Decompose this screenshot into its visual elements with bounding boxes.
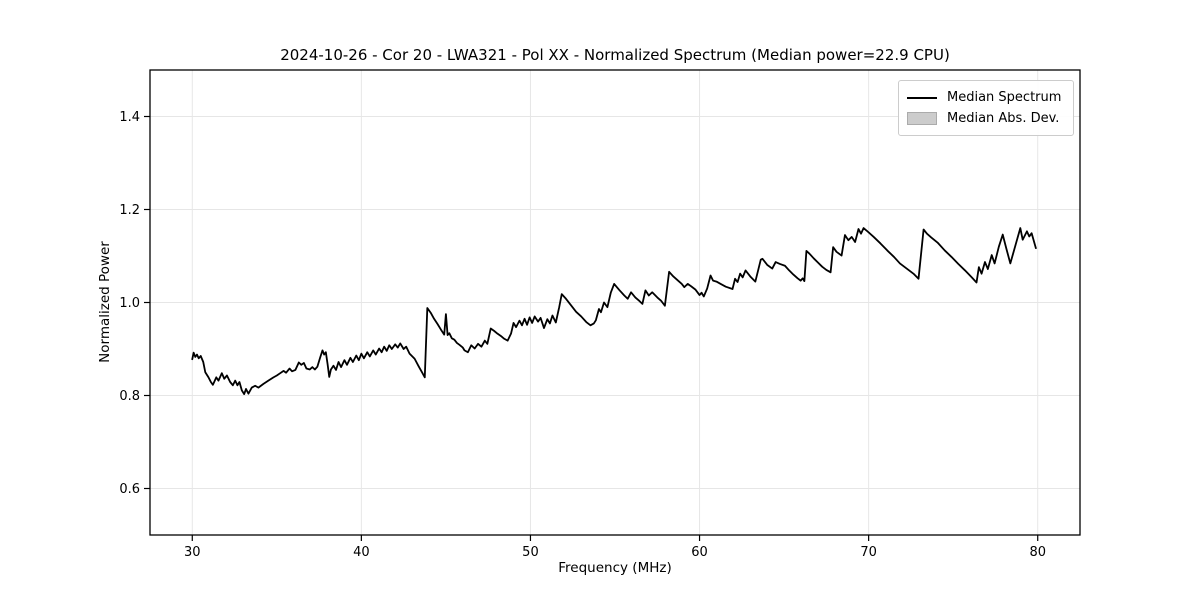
chart-title: 2024-10-26 - Cor 20 - LWA321 - Pol XX - … — [280, 46, 950, 64]
median-spectrum-line-swatch — [907, 96, 937, 99]
data-layer — [191, 227, 1037, 396]
y-tick-label: 0.6 — [119, 482, 140, 497]
median-spectrum-line — [191, 227, 1037, 396]
legend: Median Spectrum Median Abs. Dev. — [898, 80, 1074, 136]
x-tick-label: 40 — [353, 545, 370, 560]
legend-label-median-spectrum: Median Spectrum — [947, 90, 1062, 105]
x-tick-label: 30 — [184, 545, 201, 560]
y-tick-label: 1.0 — [119, 296, 140, 311]
y-axis-label: Normalized Power — [97, 241, 113, 363]
y-tick-label: 1.2 — [119, 203, 140, 218]
legend-item-median-spectrum: Median Spectrum — [907, 87, 1065, 108]
x-tick-label: 80 — [1029, 545, 1046, 560]
tick-marks — [144, 115, 1039, 541]
tick-labels: 30 40 50 60 70 80 0.6 0.8 1.0 1.2 1.4 — [119, 110, 1046, 560]
y-tick-label: 1.4 — [119, 110, 140, 125]
x-axis-label: Frequency (MHz) — [558, 560, 672, 576]
grid-lines — [150, 70, 1080, 535]
x-tick-label: 50 — [522, 545, 539, 560]
legend-label-median-abs-dev: Median Abs. Dev. — [947, 111, 1060, 126]
y-tick-label: 0.8 — [119, 389, 140, 404]
x-tick-label: 60 — [691, 545, 708, 560]
median-abs-dev-patch-swatch — [907, 112, 937, 125]
x-tick-label: 70 — [860, 545, 877, 560]
legend-item-median-abs-dev: Median Abs. Dev. — [907, 108, 1065, 129]
